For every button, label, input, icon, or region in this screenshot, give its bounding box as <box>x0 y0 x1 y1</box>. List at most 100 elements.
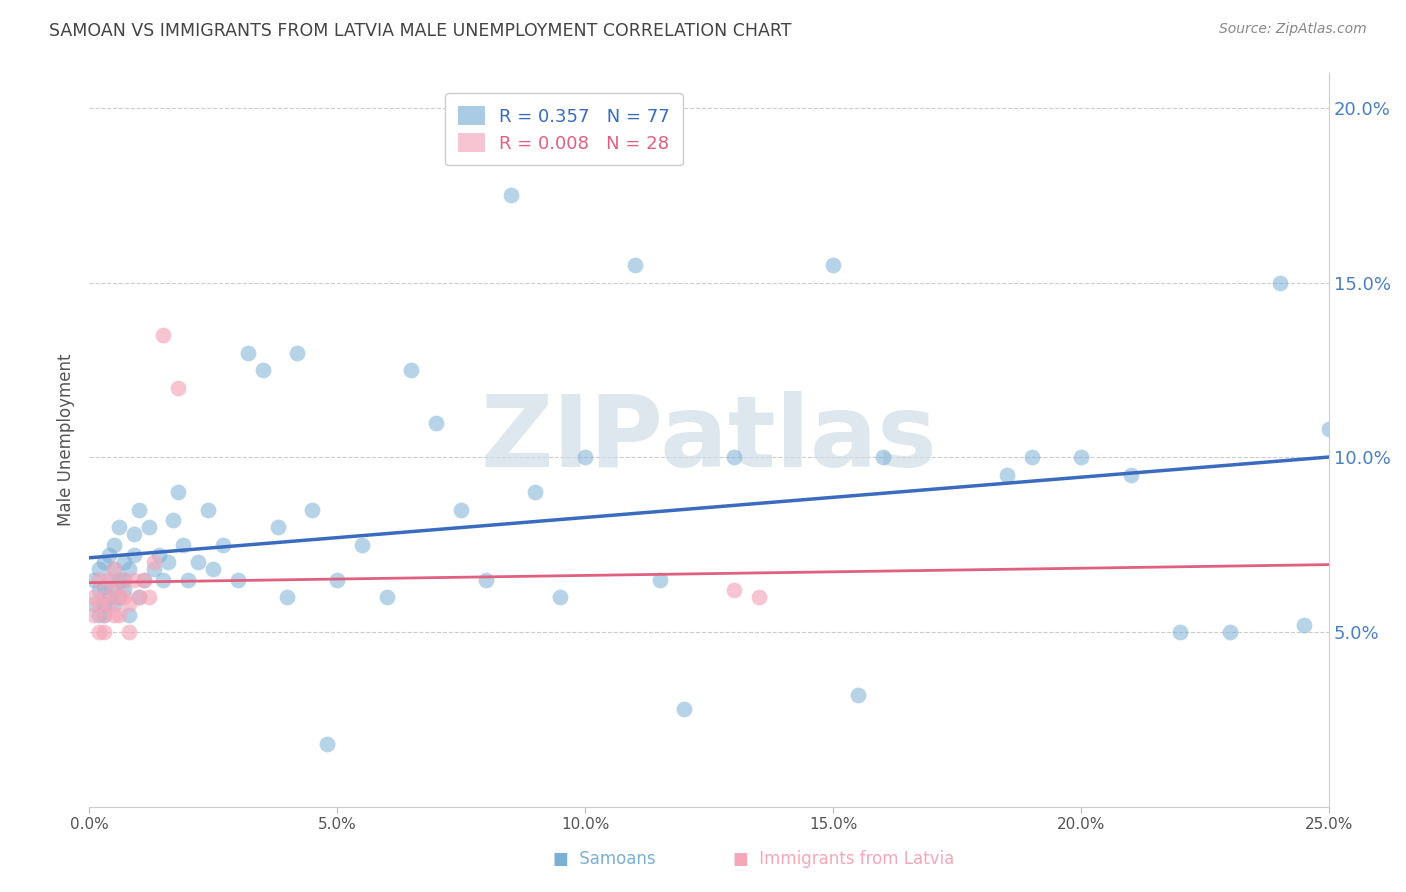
Point <box>524 485 547 500</box>
Point <box>122 527 145 541</box>
Point <box>103 597 125 611</box>
Point <box>128 503 150 517</box>
Point <box>97 549 120 563</box>
Point <box>128 591 150 605</box>
Point <box>475 573 498 587</box>
Point <box>1168 625 1191 640</box>
Point <box>316 737 339 751</box>
Point <box>148 549 170 563</box>
Point <box>574 450 596 465</box>
Point <box>252 363 274 377</box>
Point <box>132 573 155 587</box>
Point <box>103 538 125 552</box>
Point <box>167 380 190 394</box>
Point <box>83 573 105 587</box>
Point <box>93 607 115 622</box>
Point <box>122 549 145 563</box>
Point <box>93 625 115 640</box>
Point <box>673 702 696 716</box>
Point <box>83 597 105 611</box>
Point <box>128 591 150 605</box>
Point <box>118 625 141 640</box>
Point <box>226 573 249 587</box>
Point <box>287 345 309 359</box>
Point <box>1021 450 1043 465</box>
Point <box>1317 422 1340 436</box>
Point <box>648 573 671 587</box>
Point <box>1268 276 1291 290</box>
Point <box>108 591 131 605</box>
Point <box>83 591 105 605</box>
Point <box>157 555 180 569</box>
Point <box>103 583 125 598</box>
Point <box>87 597 110 611</box>
Point <box>202 562 225 576</box>
Point <box>723 450 745 465</box>
Point <box>187 555 209 569</box>
Point <box>132 573 155 587</box>
Point <box>550 591 572 605</box>
Point <box>83 607 105 622</box>
Point <box>1219 625 1241 640</box>
Point <box>97 573 120 587</box>
Point <box>97 597 120 611</box>
Text: ■  Samoans: ■ Samoans <box>554 850 655 868</box>
Point <box>142 562 165 576</box>
Point <box>823 258 845 272</box>
Point <box>162 513 184 527</box>
Point <box>108 591 131 605</box>
Point <box>112 591 135 605</box>
Point <box>350 538 373 552</box>
Point <box>118 562 141 576</box>
Point <box>103 583 125 598</box>
Point <box>142 555 165 569</box>
Point <box>375 591 398 605</box>
Point <box>112 583 135 598</box>
Point <box>93 607 115 622</box>
Text: ■  Immigrants from Latvia: ■ Immigrants from Latvia <box>733 850 955 868</box>
Point <box>197 503 219 517</box>
Point <box>846 688 869 702</box>
Point <box>112 555 135 569</box>
Point <box>122 573 145 587</box>
Point <box>87 625 110 640</box>
Point <box>108 607 131 622</box>
Point <box>425 416 447 430</box>
Point <box>499 188 522 202</box>
Point <box>112 573 135 587</box>
Y-axis label: Male Unemployment: Male Unemployment <box>58 354 75 526</box>
Point <box>103 562 125 576</box>
Point <box>401 363 423 377</box>
Point <box>152 573 174 587</box>
Point <box>103 607 125 622</box>
Point <box>138 591 160 605</box>
Text: Source: ZipAtlas.com: Source: ZipAtlas.com <box>1219 22 1367 37</box>
Point <box>97 591 120 605</box>
Point <box>450 503 472 517</box>
Point <box>138 520 160 534</box>
Point <box>167 485 190 500</box>
Point <box>108 520 131 534</box>
Point <box>152 328 174 343</box>
Point <box>108 573 131 587</box>
Point <box>872 450 894 465</box>
Point <box>87 573 110 587</box>
Point <box>93 555 115 569</box>
Point <box>623 258 645 272</box>
Point <box>276 591 298 605</box>
Point <box>93 580 115 594</box>
Point <box>177 573 200 587</box>
Point <box>112 573 135 587</box>
Point <box>723 583 745 598</box>
Point <box>1119 467 1142 482</box>
Point <box>103 562 125 576</box>
Legend: R = 0.357   N = 77, R = 0.008   N = 28: R = 0.357 N = 77, R = 0.008 N = 28 <box>446 93 683 165</box>
Point <box>212 538 235 552</box>
Point <box>87 607 110 622</box>
Point <box>97 573 120 587</box>
Point <box>326 573 349 587</box>
Point <box>87 562 110 576</box>
Point <box>236 345 259 359</box>
Point <box>118 597 141 611</box>
Text: SAMOAN VS IMMIGRANTS FROM LATVIA MALE UNEMPLOYMENT CORRELATION CHART: SAMOAN VS IMMIGRANTS FROM LATVIA MALE UN… <box>49 22 792 40</box>
